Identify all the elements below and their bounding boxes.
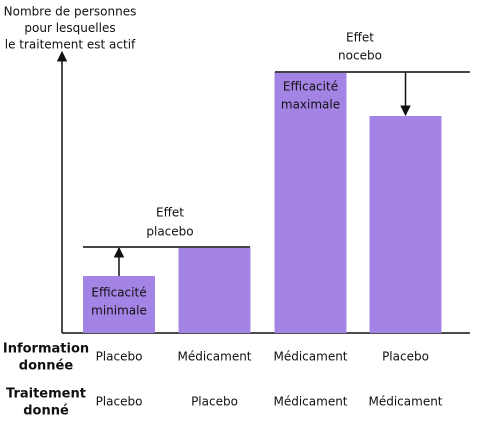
category-label: Placebo: [96, 350, 143, 364]
annotation: Effet: [156, 206, 184, 220]
bar-label: Efficacité: [283, 80, 338, 94]
bar-label: maximale: [281, 98, 340, 112]
y-axis-label: Nombre de personnes: [4, 5, 137, 19]
category-label: Placebo: [191, 395, 238, 409]
bar: [274, 72, 347, 333]
bar-label: Efficacité: [91, 286, 146, 300]
category-label: Placebo: [382, 350, 429, 364]
category-label: Placebo: [96, 395, 143, 409]
bar: [178, 247, 251, 333]
category-label: Médicament: [368, 395, 442, 409]
row-label: Information: [3, 342, 89, 357]
category-label: Médicament: [273, 350, 347, 364]
annotation: placebo: [146, 225, 193, 239]
row-label: donnée: [19, 359, 74, 374]
annotation: Effet: [346, 31, 374, 45]
annotation: nocebo: [338, 49, 382, 63]
row-label: Traitement: [6, 387, 86, 402]
category-label: Médicament: [273, 395, 347, 409]
bar: [83, 276, 155, 333]
y-axis-label: pour lesquelles: [24, 21, 115, 35]
bar: [369, 116, 442, 333]
category-label: Médicament: [177, 350, 251, 364]
row-label: donné: [23, 404, 69, 419]
y-axis-label: le traitement est actif: [5, 38, 136, 52]
bar-label: minimale: [91, 304, 147, 318]
